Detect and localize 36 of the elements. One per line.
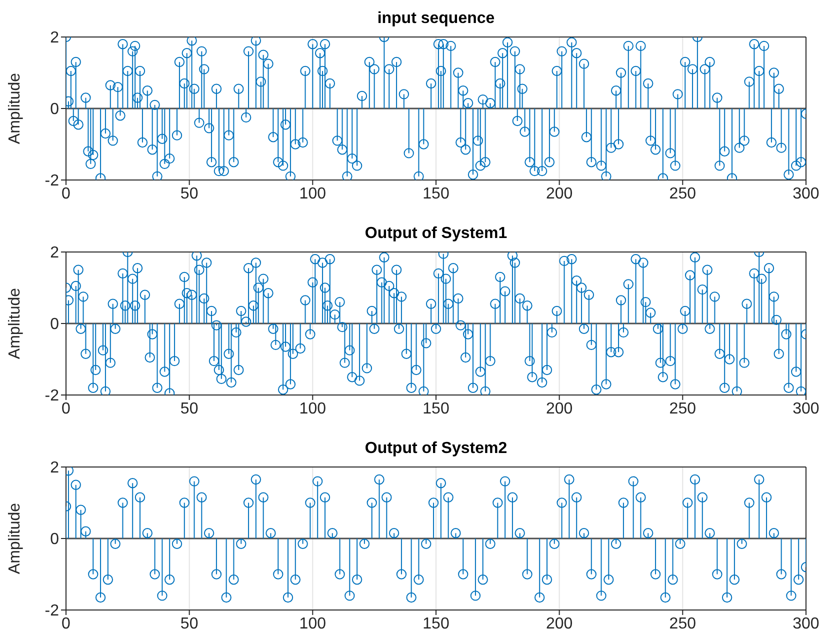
y-tick-label: 2 xyxy=(50,460,60,477)
y-tick-label: 0 xyxy=(50,531,60,548)
y-tick-label: 0 xyxy=(50,316,60,334)
y-tick-label: -2 xyxy=(44,388,60,405)
chart-title: input sequence xyxy=(376,9,496,29)
x-tick-label: 200 xyxy=(546,400,573,418)
x-tick-label: 0 xyxy=(62,400,71,418)
y-axis-title: Amplitude xyxy=(6,288,24,360)
x-tick-label: 250 xyxy=(669,185,696,202)
x-tick-label: 150 xyxy=(422,400,450,418)
x-tick-label: 100 xyxy=(299,400,326,418)
x-tick-label: 300 xyxy=(792,615,820,632)
y-tick-label: 2 xyxy=(50,30,60,47)
x-tick-label: 150 xyxy=(422,615,450,632)
y-tick-label: 2 xyxy=(50,244,60,262)
x-tick-label: 50 xyxy=(180,615,198,632)
x-tick-label: 300 xyxy=(792,400,820,418)
x-tick-label: 50 xyxy=(180,400,198,418)
x-tick-label: 250 xyxy=(669,400,696,418)
y-axis-title: Amplitude xyxy=(6,502,24,574)
x-tick-label: 0 xyxy=(62,615,71,632)
x-tick-label: 100 xyxy=(299,185,326,202)
y-axis-title: Amplitude xyxy=(6,72,24,144)
chart-title: Output of System2 xyxy=(364,439,508,459)
x-tick-label: 150 xyxy=(422,185,450,202)
x-tick-label: 200 xyxy=(546,615,573,632)
y-tick-label: -2 xyxy=(44,172,60,190)
y-tick-label: 0 xyxy=(50,101,60,118)
x-tick-label: 250 xyxy=(669,615,696,632)
x-tick-label: 0 xyxy=(62,185,71,202)
y-tick-label: -2 xyxy=(44,602,60,620)
x-tick-label: 300 xyxy=(792,185,820,202)
x-tick-label: 50 xyxy=(180,185,198,202)
chart-title: Output of System1 xyxy=(364,224,508,244)
x-tick-label: 200 xyxy=(546,185,573,202)
x-tick-label: 100 xyxy=(299,615,326,632)
